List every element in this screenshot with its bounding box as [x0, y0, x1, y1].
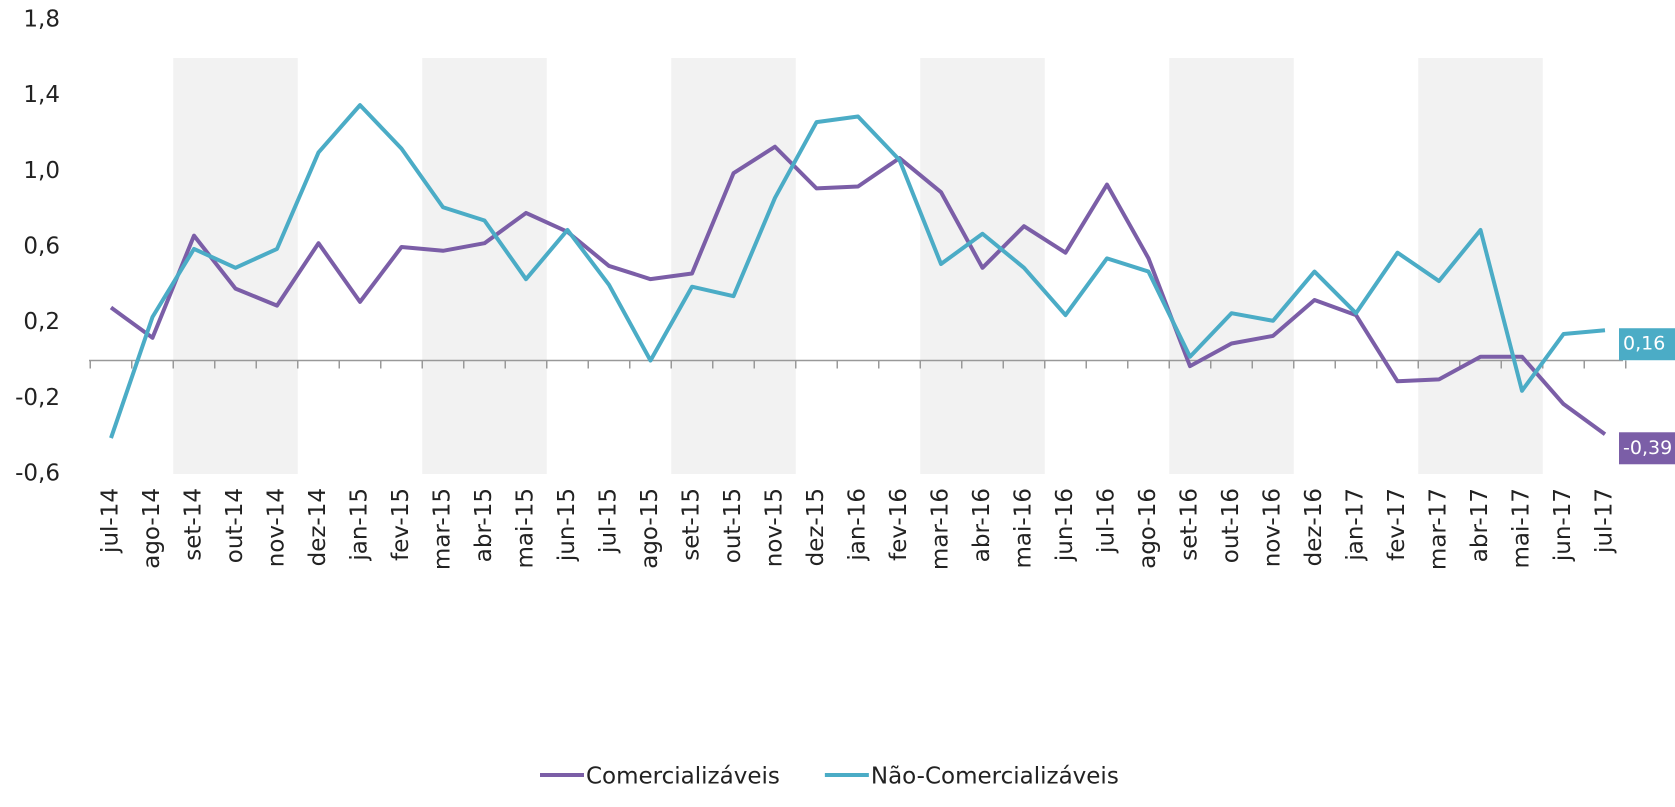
- x-tick-label: out-14: [222, 488, 248, 563]
- shade-band: [671, 58, 796, 474]
- x-tick-label: abr-17: [1467, 488, 1493, 562]
- x-tick-label: dez-15: [803, 488, 829, 566]
- x-tick-label: mar-17: [1426, 488, 1452, 570]
- x-tick-label: dez-16: [1301, 488, 1327, 566]
- shade-band: [1169, 58, 1294, 474]
- x-tick-label: fev-16: [886, 488, 912, 561]
- x-tick-label: ago-15: [637, 488, 663, 569]
- x-tick-label: set-14: [181, 488, 207, 561]
- x-tick-label: jul-16: [1094, 488, 1120, 554]
- legend-label: Não-Comercializáveis: [871, 764, 1119, 790]
- y-tick-label: 1,8: [23, 7, 60, 33]
- x-tick-label: jun-15: [554, 488, 580, 562]
- x-tick-label: mar-15: [430, 488, 456, 570]
- x-tick-label: abr-15: [471, 488, 497, 562]
- legend-label: Comercializáveis: [586, 764, 780, 790]
- series-line: [109, 103, 1606, 439]
- x-tick-label: set-16: [1177, 488, 1203, 561]
- shade-band: [422, 58, 547, 474]
- x-tick-label: dez-14: [305, 488, 331, 566]
- x-tick-label: ago-16: [1135, 488, 1161, 569]
- x-tick-label: jul-15: [596, 488, 622, 554]
- x-tick-label: fev-17: [1384, 488, 1410, 561]
- x-tick-label: jun-16: [1052, 488, 1078, 562]
- x-tick-label: jun-17: [1550, 488, 1576, 562]
- y-tick-label: 1,0: [23, 158, 60, 184]
- end-label: 0,16: [1623, 333, 1665, 355]
- x-tick-label: set-15: [679, 488, 705, 561]
- x-tick-label: ago-14: [139, 488, 165, 569]
- y-tick-label: -0,2: [15, 385, 60, 411]
- x-tick-label: jan-15: [347, 488, 373, 562]
- end-label: -0,39: [1623, 437, 1672, 459]
- series-line: [109, 144, 1607, 436]
- y-tick-label: 0,2: [23, 309, 60, 335]
- end-label-box: [1619, 328, 1675, 361]
- x-tick-label: mai-16: [1011, 488, 1037, 568]
- x-tick-label: jan-16: [845, 488, 871, 562]
- x-tick-label: mai-17: [1509, 488, 1535, 568]
- x-tick-label: jul-14: [98, 488, 124, 554]
- y-tick-label: 1,4: [23, 82, 60, 108]
- end-label-box: [1619, 432, 1675, 465]
- x-tick-label: mai-15: [513, 488, 539, 568]
- y-tick-label: -0,6: [15, 461, 60, 487]
- x-tick-label: nov-15: [762, 488, 788, 567]
- x-tick-label: mar-16: [928, 488, 954, 570]
- x-tick-label: out-16: [1218, 488, 1244, 563]
- shade-band: [1418, 58, 1543, 474]
- y-tick-label: 0,6: [23, 234, 60, 260]
- x-tick-label: jan-17: [1343, 488, 1369, 562]
- x-tick-label: jul-17: [1592, 488, 1618, 554]
- x-tick-label: out-15: [720, 488, 746, 563]
- x-tick-label: fev-15: [388, 488, 414, 561]
- x-tick-label: abr-16: [969, 488, 995, 562]
- x-tick-label: nov-16: [1260, 488, 1286, 567]
- x-tick-label: nov-14: [264, 488, 290, 567]
